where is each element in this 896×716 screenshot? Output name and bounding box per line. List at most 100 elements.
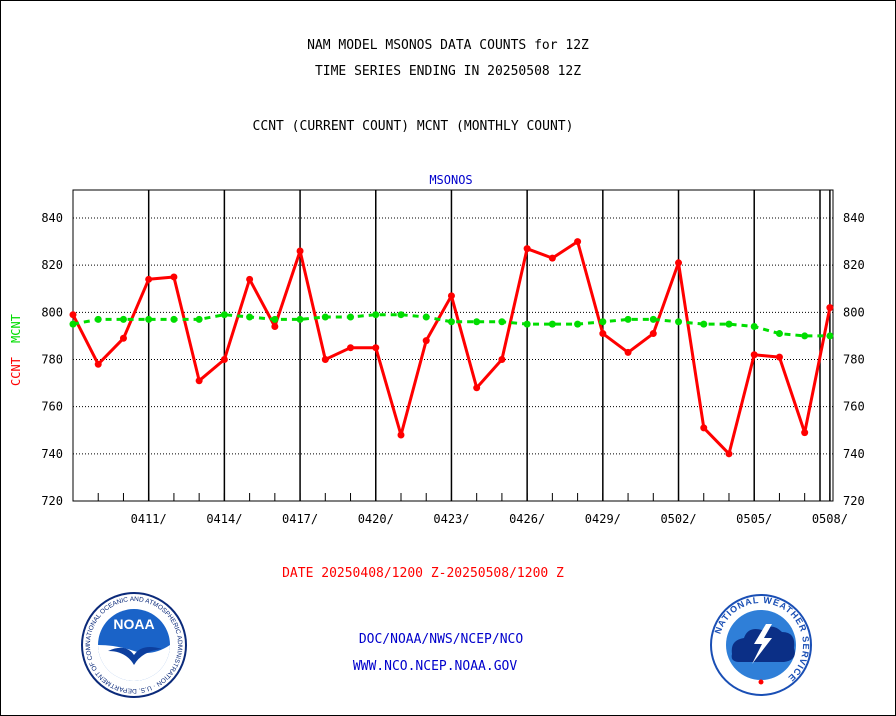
website-label: WWW.NCO.NCEP.NOAA.GOV — [352, 659, 518, 674]
data-point-mcnt — [145, 315, 153, 323]
data-point-mcnt — [246, 313, 254, 321]
data-point-mcnt — [548, 320, 556, 328]
x-tick-label: 0502/ — [660, 512, 696, 526]
y-tick-label-left: 840 — [41, 211, 63, 225]
data-point-ccnt — [624, 348, 632, 356]
x-tick-label: 0426/ — [509, 512, 545, 526]
x-tick-label: 0508/ — [812, 512, 848, 526]
data-point-mcnt — [372, 311, 380, 319]
data-point-mcnt — [69, 320, 77, 328]
data-point-ccnt — [119, 334, 127, 342]
y-tick-label-right: 780 — [843, 353, 865, 367]
title-line-3: CCNT (CURRENT COUNT) MCNT (MONTHLY COUNT… — [252, 119, 574, 134]
data-point-ccnt — [649, 330, 657, 338]
y-axis-label-mcnt: MCNT — [9, 314, 23, 343]
y-axis-label-ccnt: CCNT — [9, 357, 23, 386]
y-tick-label-left: 740 — [41, 447, 63, 461]
data-point-mcnt — [447, 318, 455, 326]
data-point-mcnt — [397, 311, 405, 319]
data-point-ccnt — [826, 304, 834, 312]
data-point-ccnt — [422, 337, 430, 345]
y-tick-label-left: 720 — [41, 494, 63, 508]
y-tick-label-right: 740 — [843, 447, 865, 461]
data-point-mcnt — [321, 313, 329, 321]
data-point-mcnt — [170, 315, 178, 323]
data-point-mcnt — [94, 315, 102, 323]
y-tick-label-left: 820 — [41, 258, 63, 272]
data-point-ccnt — [599, 330, 607, 338]
org-label: DOC/NOAA/NWS/NCEP/NCO — [358, 632, 524, 647]
data-point-ccnt — [271, 322, 279, 330]
x-tick-label: 0429/ — [585, 512, 621, 526]
data-point-ccnt — [447, 292, 455, 300]
y-tick-label-right: 840 — [843, 211, 865, 225]
data-point-mcnt — [624, 315, 632, 323]
data-point-mcnt — [195, 315, 203, 323]
data-point-mcnt — [498, 318, 506, 326]
data-point-mcnt — [775, 330, 783, 338]
data-point-mcnt — [473, 318, 481, 326]
data-point-ccnt — [397, 431, 405, 439]
y-tick-label-right: 800 — [843, 305, 865, 319]
data-point-mcnt — [523, 320, 531, 328]
data-point-mcnt — [119, 315, 127, 323]
data-point-ccnt — [675, 259, 683, 267]
data-point-mcnt — [599, 318, 607, 326]
data-point-ccnt — [574, 238, 582, 246]
y-tick-label-left: 760 — [41, 400, 63, 414]
data-point-mcnt — [574, 320, 582, 328]
data-point-ccnt — [548, 254, 556, 262]
x-tick-label: 0505/ — [736, 512, 772, 526]
data-point-mcnt — [750, 322, 758, 330]
data-point-ccnt — [750, 351, 758, 359]
plot-frame — [72, 189, 834, 502]
data-point-ccnt — [145, 275, 153, 283]
data-point-mcnt — [220, 311, 228, 319]
data-point-ccnt — [170, 273, 178, 281]
x-tick-label: 0411/ — [131, 512, 167, 526]
date-range-label: DATE 20250408/1200 Z-20250508/1200 Z — [282, 566, 564, 581]
noaa-seal-logo: NOAA NATIONAL OCEANIC AND ATMOSPHERIC AD… — [80, 591, 187, 698]
data-point-mcnt — [700, 320, 708, 328]
y-tick-label-right: 720 — [843, 494, 865, 508]
data-point-mcnt — [296, 315, 304, 323]
data-point-ccnt — [220, 356, 228, 363]
title-line-2: TIME SERIES ENDING IN 20250508 12Z — [314, 64, 582, 79]
noaa-seal-text: NOAA — [113, 616, 154, 632]
data-point-mcnt — [826, 332, 834, 340]
x-tick-label: 0417/ — [282, 512, 318, 526]
data-point-mcnt — [725, 320, 733, 328]
y-tick-label-left: 800 — [41, 305, 63, 319]
y-tick-label-right: 760 — [843, 400, 865, 414]
data-point-ccnt — [473, 384, 481, 392]
data-point-ccnt — [372, 344, 380, 352]
data-point-mcnt — [675, 318, 683, 326]
data-point-ccnt — [296, 247, 304, 255]
data-point-mcnt — [422, 313, 430, 321]
data-point-ccnt — [195, 377, 203, 385]
data-point-ccnt — [94, 360, 102, 368]
data-point-mcnt — [649, 315, 657, 323]
data-point-mcnt — [271, 315, 279, 323]
data-point-ccnt — [498, 356, 506, 363]
nws-seal-logo: NATIONAL WEATHER SERVICE — [710, 594, 812, 696]
x-tick-label: 0423/ — [433, 512, 469, 526]
data-point-ccnt — [523, 245, 531, 253]
y-tick-label-right: 820 — [843, 258, 865, 272]
data-point-ccnt — [725, 450, 733, 458]
data-point-mcnt — [347, 313, 355, 321]
data-point-ccnt — [801, 429, 809, 437]
data-point-ccnt — [69, 311, 77, 319]
data-point-ccnt — [700, 424, 708, 432]
data-point-ccnt — [347, 344, 355, 352]
y-tick-label-left: 780 — [41, 353, 63, 367]
data-point-ccnt — [321, 356, 329, 363]
title-line-1: NAM MODEL MSONOS DATA COUNTS for 12Z — [307, 38, 589, 53]
plot-title: MSONOS — [429, 173, 472, 187]
data-point-ccnt — [775, 353, 783, 361]
data-point-ccnt — [246, 275, 254, 283]
data-point-mcnt — [801, 332, 809, 340]
x-tick-label: 0414/ — [206, 512, 242, 526]
x-tick-label: 0420/ — [358, 512, 394, 526]
